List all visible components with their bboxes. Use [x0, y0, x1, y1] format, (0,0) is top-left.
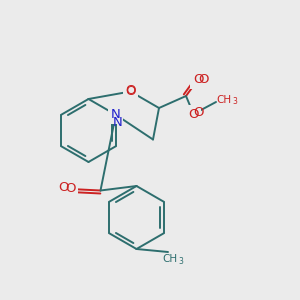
Text: CH: CH — [163, 254, 178, 264]
Text: N: N — [112, 116, 122, 129]
Text: 3: 3 — [178, 256, 183, 266]
Text: O: O — [65, 182, 76, 196]
Text: N: N — [111, 108, 121, 121]
Text: O: O — [188, 107, 199, 121]
Text: O: O — [59, 181, 69, 194]
Text: O: O — [193, 73, 203, 86]
Text: O: O — [198, 73, 209, 86]
Text: O: O — [125, 85, 136, 98]
Text: O: O — [194, 106, 204, 119]
Text: O: O — [125, 83, 136, 97]
Text: 3: 3 — [232, 98, 237, 106]
Text: CH: CH — [217, 94, 232, 105]
